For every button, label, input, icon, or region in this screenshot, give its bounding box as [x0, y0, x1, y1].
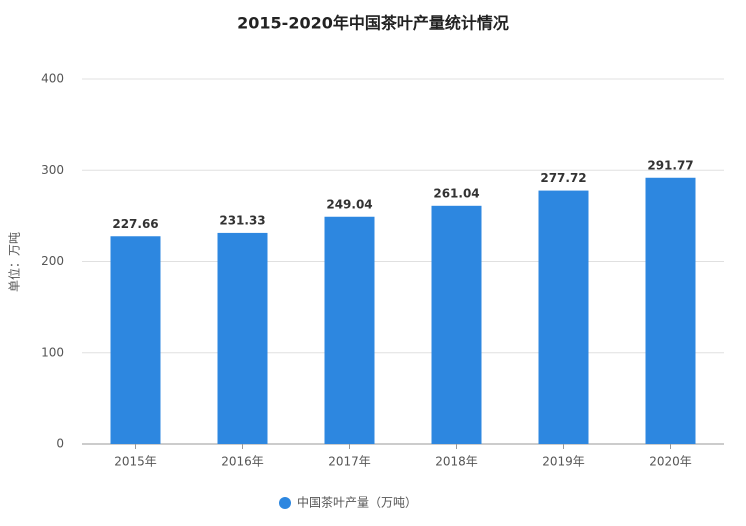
y-tick-label: 200 — [41, 254, 64, 268]
y-tick-label: 0 — [56, 437, 64, 451]
x-tick-label: 2017年 — [328, 455, 371, 469]
y-tick-label: 300 — [41, 163, 64, 177]
value-label: 277.72 — [540, 171, 586, 185]
x-tick-label: 2015年 — [114, 455, 157, 469]
bar — [217, 232, 268, 444]
value-label: 249.04 — [326, 197, 372, 211]
y-tick-label: 400 — [41, 72, 64, 86]
x-tick-label: 2018年 — [435, 455, 478, 469]
legend-label: 中国茶叶产量（万吨） — [297, 495, 417, 510]
chart-title: 2015-2020年中国茶叶产量统计情况 — [237, 14, 509, 33]
legend-marker — [279, 497, 291, 509]
x-tick-label: 2020年 — [649, 455, 692, 469]
value-label: 227.66 — [112, 217, 158, 231]
value-label: 261.04 — [433, 186, 479, 200]
bar — [538, 190, 589, 444]
x-tick-label: 2019年 — [542, 455, 585, 469]
x-tick-label: 2016年 — [221, 455, 264, 469]
value-label: 231.33 — [219, 213, 265, 227]
bar — [431, 205, 482, 444]
bar — [324, 216, 375, 444]
value-label: 291.77 — [647, 158, 693, 172]
bar — [645, 177, 696, 444]
bar — [110, 236, 161, 444]
y-axis-label: 单位：万吨 — [7, 232, 22, 292]
y-tick-label: 100 — [41, 345, 64, 359]
